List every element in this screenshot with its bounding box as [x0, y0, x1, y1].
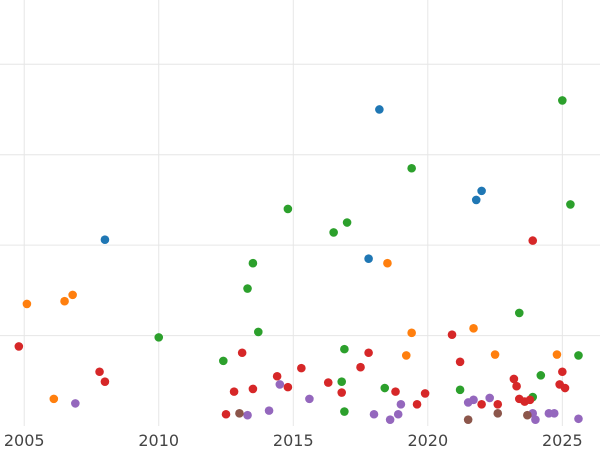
data-point — [512, 381, 521, 391]
data-point — [463, 415, 473, 424]
data-point — [469, 395, 478, 405]
x-axis-ticks: 2005 2010 2015 2020 2025 — [4, 431, 583, 450]
data-point — [528, 236, 538, 245]
data-point — [380, 383, 390, 393]
data-point — [471, 195, 481, 205]
data-point — [68, 290, 77, 300]
data-point — [477, 399, 486, 409]
data-point — [248, 258, 258, 268]
data-point — [71, 399, 80, 408]
data-point — [95, 367, 104, 377]
data-point — [60, 296, 69, 306]
data-point — [229, 387, 239, 396]
data-point — [401, 351, 411, 360]
data-point — [264, 406, 274, 415]
data-point — [235, 409, 244, 418]
data-point — [396, 399, 406, 409]
data-point — [493, 409, 503, 418]
data-point — [49, 394, 59, 404]
data-point — [272, 371, 282, 381]
data-point — [391, 387, 400, 396]
data-point — [531, 415, 540, 424]
data-point — [558, 96, 567, 105]
data-point — [455, 357, 465, 367]
data-point — [412, 399, 422, 409]
data-point — [337, 388, 347, 397]
data-point — [549, 409, 559, 418]
x-tick-label: 2005 — [4, 431, 45, 450]
data-point — [340, 344, 349, 354]
data-point — [253, 327, 263, 337]
data-point — [22, 299, 32, 309]
x-tick-label: 2025 — [542, 431, 583, 450]
data-point — [523, 410, 532, 420]
data-point — [297, 363, 306, 373]
data-point — [525, 395, 535, 405]
data-point — [477, 186, 486, 196]
data-point — [154, 333, 164, 342]
data-point — [552, 350, 562, 359]
data-point — [364, 254, 373, 263]
data-point — [283, 204, 293, 214]
data-point — [493, 399, 503, 409]
data-point — [469, 324, 478, 333]
data-point — [407, 163, 416, 173]
data-point — [558, 367, 567, 377]
data-point — [375, 105, 384, 114]
data-point — [407, 328, 416, 338]
data-point — [243, 410, 252, 420]
data-point — [305, 394, 314, 404]
data-point — [243, 284, 252, 293]
data-point — [420, 389, 430, 398]
data-point — [323, 378, 333, 387]
data-points — [14, 96, 583, 424]
data-point — [383, 258, 392, 268]
data-point — [447, 330, 457, 339]
data-point — [514, 308, 524, 318]
data-point — [340, 407, 349, 416]
data-point — [485, 393, 494, 403]
data-point — [536, 371, 546, 380]
data-point — [393, 409, 403, 419]
data-point — [566, 200, 575, 209]
data-point — [100, 235, 110, 245]
data-point — [248, 384, 258, 394]
grid — [0, 0, 600, 426]
data-point — [455, 385, 465, 395]
data-point — [219, 356, 228, 366]
data-point — [100, 377, 110, 386]
data-point — [490, 350, 500, 359]
data-point — [342, 218, 352, 227]
data-point — [275, 380, 285, 389]
data-point — [385, 415, 395, 424]
data-point — [14, 342, 24, 351]
x-tick-label: 2010 — [138, 431, 179, 450]
x-tick-label: 2020 — [407, 431, 448, 450]
data-point — [237, 348, 247, 358]
data-point — [364, 348, 373, 358]
data-point — [560, 383, 570, 393]
data-point — [221, 409, 231, 419]
data-point — [369, 409, 379, 419]
x-tick-label: 2015 — [273, 431, 314, 450]
data-point — [337, 377, 347, 386]
data-point — [574, 351, 583, 360]
data-point — [329, 228, 338, 237]
data-point — [574, 414, 583, 424]
data-point — [509, 374, 519, 384]
data-point — [356, 362, 365, 372]
data-point — [283, 382, 293, 392]
